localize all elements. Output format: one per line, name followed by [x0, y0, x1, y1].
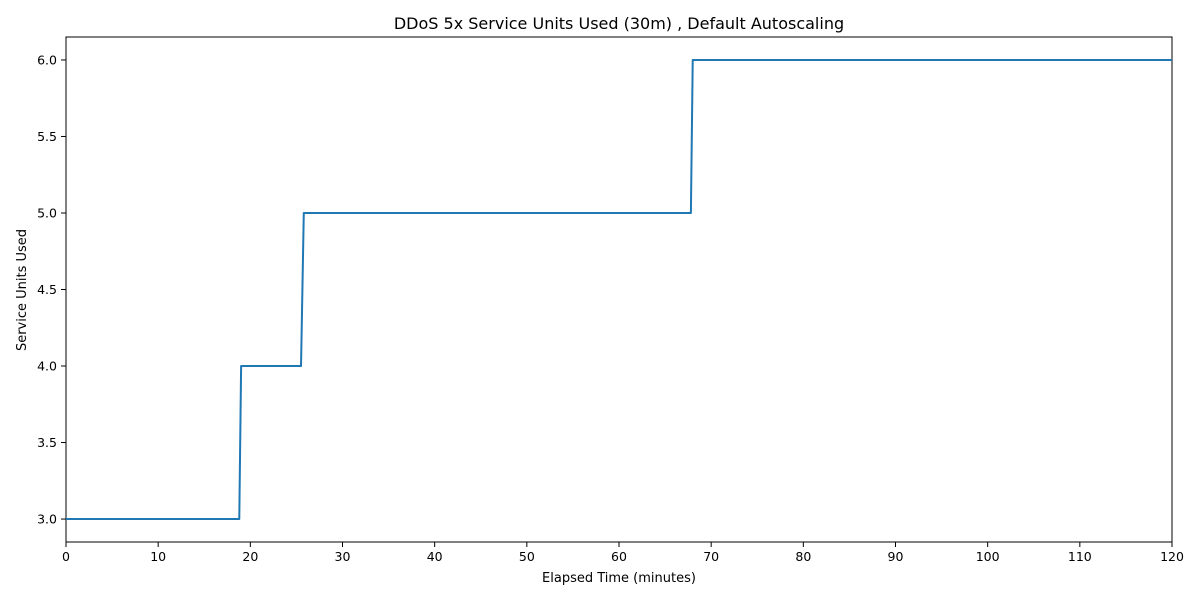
x-tick-label: 90	[888, 549, 904, 564]
y-tick-label: 6.0	[37, 52, 57, 67]
x-tick-label: 40	[427, 549, 443, 564]
x-tick-label: 80	[795, 549, 811, 564]
series-line	[66, 58, 1172, 521]
x-tick-label: 0	[62, 549, 70, 564]
x-tick-label: 60	[611, 549, 627, 564]
y-tick-label: 5.0	[37, 205, 57, 220]
y-tick-label: 5.5	[37, 129, 57, 144]
y-tick-label: 3.0	[37, 512, 57, 527]
x-tick-label: 20	[242, 549, 258, 564]
plot-area	[66, 58, 1172, 521]
x-axis-ticks: 0 10 20 30 40 50 60 70 80 90 100 110 120	[62, 542, 1184, 564]
x-tick-label: 100	[976, 549, 1000, 564]
x-tick-label: 120	[1160, 549, 1184, 564]
plot-area-frame	[65, 36, 1173, 543]
x-tick-label: 70	[703, 549, 719, 564]
y-tick-label: 4.5	[37, 282, 57, 297]
chart-title: DDoS 5x Service Units Used (30m) , Defau…	[394, 14, 844, 33]
x-axis-label: Elapsed Time (minutes)	[542, 571, 696, 586]
y-axis-label: Service Units Used	[15, 229, 30, 351]
x-tick-label: 10	[150, 549, 166, 564]
x-tick-label: 50	[519, 549, 535, 564]
y-tick-label: 4.0	[37, 359, 57, 374]
y-tick-label: 3.5	[37, 435, 57, 450]
x-tick-label: 110	[1068, 549, 1092, 564]
x-tick-label: 30	[335, 549, 351, 564]
y-axis-ticks: 3.0 3.5 4.0 4.5 5.0 5.5 6.0	[37, 52, 66, 527]
